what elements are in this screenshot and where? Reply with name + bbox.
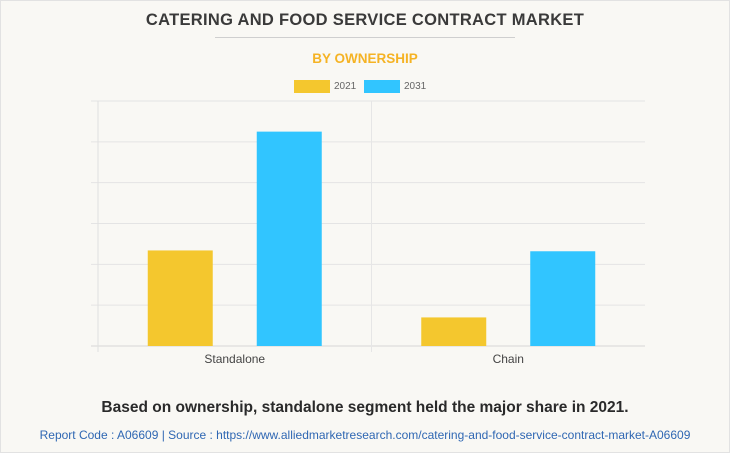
legend-swatch-2031 [364, 80, 400, 93]
source-footer[interactable]: Report Code : A06609 | Source : https://… [39, 428, 691, 442]
bar-standalone-2031 [256, 131, 322, 346]
chart-subtitle: BY OWNERSHIP [312, 51, 418, 66]
title-divider [215, 37, 515, 38]
x-tick-label: Standalone [204, 352, 265, 366]
chart-title: CATERING AND FOOD SERVICE CONTRACT MARKE… [145, 11, 585, 29]
legend-item-2031[interactable]: 2031 [364, 80, 426, 93]
legend-item-2021[interactable]: 2021 [294, 80, 356, 93]
legend-label-2031: 2031 [404, 81, 427, 92]
bar-chain-2021 [421, 317, 487, 346]
legend-label-2021: 2021 [334, 81, 357, 92]
bar-chain-2031 [530, 251, 596, 346]
x-tick-label: Chain [493, 352, 524, 366]
legend-swatch-2021 [294, 80, 330, 93]
bar-standalone-2021 [147, 250, 213, 346]
chart-caption: Based on ownership, standalone segment h… [101, 399, 629, 416]
